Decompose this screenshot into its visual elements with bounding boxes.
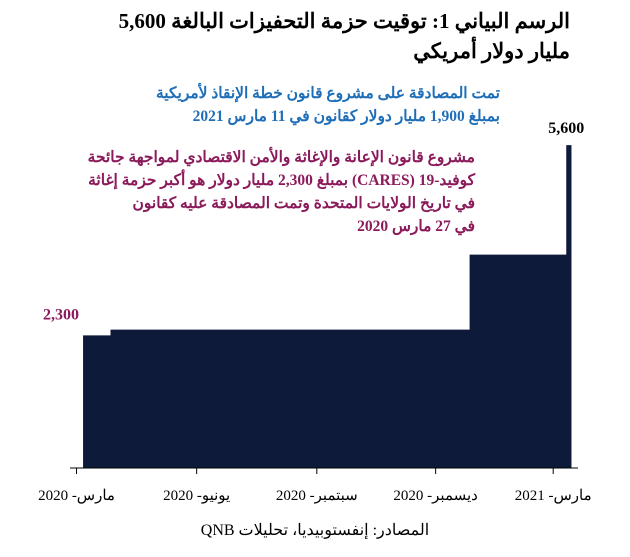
x-tick-label: يونيو- 2020 (163, 488, 230, 504)
annotation-line: كوفيد-19 (CARES) بمبلغ 2,300 مليار دولار… (88, 172, 475, 189)
x-tick-label: مارس- 2020 (38, 488, 115, 504)
x-tick-label: سبتمبر- 2020 (276, 488, 358, 504)
annotation-american-rescue-plan: تمت المصادقة على مشروع قانون خطة الإنقاذ… (156, 82, 500, 128)
annotation-line: بمبلغ 1,900 مليار دولار كقانون في 11 مار… (192, 108, 500, 125)
x-tick-label: مارس- 2021 (515, 488, 592, 504)
annotation-line: تمت المصادقة على مشروع قانون خطة الإنقاذ… (155, 85, 500, 102)
annotation-cares-act: مشروع قانون الإعانة والإغاثة والأمن الاق… (88, 146, 475, 238)
data-label: 5,600 (548, 120, 584, 137)
chart-title-line2: مليار دولار أمريكي (413, 39, 570, 63)
annotation-line: في 27 مارس 2020 (357, 218, 475, 235)
x-tick-label: ديسمبر- 2020 (393, 488, 477, 504)
chart-title-line1: الرسم البياني 1: توقيت حزمة التحفيزات ال… (118, 9, 570, 33)
source-note: المصادر: إنفستوبيديا، تحليلات QNB (200, 522, 430, 539)
data-label: 2,300 (43, 306, 79, 323)
chart-title: الرسم البياني 1: توقيت حزمة التحفيزات ال… (10, 6, 570, 66)
annotation-line: مشروع قانون الإعانة والإغاثة والأمن الاق… (87, 149, 475, 166)
annotation-line: في تاريخ الولايات المتحدة وتمت المصادقة … (132, 195, 476, 212)
series-area-0 (83, 145, 572, 469)
